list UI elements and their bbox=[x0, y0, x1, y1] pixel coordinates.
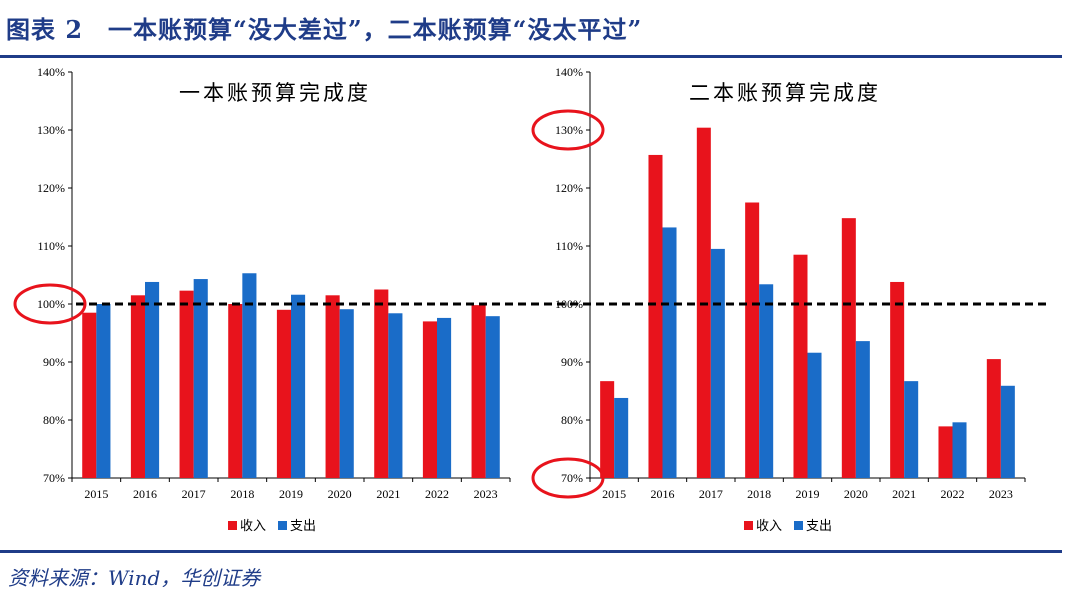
x-tick-label: 2019 bbox=[279, 487, 303, 501]
bar-income-2018 bbox=[228, 304, 243, 478]
x-tick-label: 2018 bbox=[747, 487, 771, 501]
x-tick-label: 2018 bbox=[230, 487, 254, 501]
y-tick-label: 100% bbox=[37, 297, 65, 311]
bar-income-2021 bbox=[374, 289, 389, 478]
legend-swatch-income bbox=[228, 521, 237, 530]
highlight-circle bbox=[13, 283, 87, 325]
x-tick-label: 2022 bbox=[941, 487, 965, 501]
bar-expenditure-2023 bbox=[1000, 385, 1015, 478]
y-tick-label: 90% bbox=[561, 355, 583, 369]
y-tick-label: 140% bbox=[37, 65, 65, 79]
figure-title: 图表 2 一本账预算“没大差过”，二本账预算“没太平过” bbox=[6, 15, 643, 44]
bar-expenditure-2019 bbox=[807, 352, 822, 478]
y-tick-label: 80% bbox=[561, 413, 583, 427]
x-tick-label: 2022 bbox=[425, 487, 449, 501]
x-tick-label: 2020 bbox=[844, 487, 868, 501]
bar-expenditure-2020 bbox=[339, 309, 354, 478]
y-tick-label: 120% bbox=[37, 181, 65, 195]
x-tick-label: 2015 bbox=[602, 487, 626, 501]
legend-swatch-income bbox=[744, 521, 753, 530]
legend-label-expenditure: 支出 bbox=[806, 519, 832, 534]
chart-general-budget: 70% 80% 90% 100% 110% 120% 130% 140% 2015 2016 201… bbox=[37, 65, 511, 534]
bar-expenditure-2018 bbox=[759, 284, 774, 478]
legend-label-income: 收入 bbox=[240, 519, 266, 534]
bar-expenditure-2015 bbox=[614, 397, 629, 478]
x-tick-label: 2023 bbox=[474, 487, 498, 501]
chart-overlay bbox=[13, 109, 1046, 499]
y-tick-label: 140% bbox=[555, 65, 583, 79]
bar-expenditure-2021 bbox=[388, 313, 403, 478]
y-tick-label: 80% bbox=[43, 413, 65, 427]
highlight-circle bbox=[531, 457, 605, 499]
x-tick-label: 2019 bbox=[796, 487, 820, 501]
bar-income-2023 bbox=[986, 359, 1001, 478]
x-tick-label: 2023 bbox=[989, 487, 1013, 501]
y-tick-label: 130% bbox=[37, 123, 65, 137]
bar-income-2015 bbox=[82, 312, 97, 478]
bar-income-2020 bbox=[841, 218, 856, 478]
bar-expenditure-2019 bbox=[291, 294, 306, 478]
legend-swatch-expenditure bbox=[278, 521, 287, 530]
bar-expenditure-2018 bbox=[242, 273, 257, 478]
bar-expenditure-2022 bbox=[437, 317, 452, 478]
y-tick-label: 90% bbox=[43, 355, 65, 369]
x-tick-label: 2021 bbox=[892, 487, 916, 501]
bar-income-2019 bbox=[276, 309, 291, 478]
highlight-circle bbox=[531, 109, 605, 151]
y-tick-label: 120% bbox=[555, 181, 583, 195]
bar-expenditure-2016 bbox=[145, 281, 160, 478]
x-tick-label: 2020 bbox=[328, 487, 352, 501]
y-tick-label: 70% bbox=[561, 471, 583, 485]
bar-expenditure-2021 bbox=[904, 381, 919, 478]
legend-label-income: 收入 bbox=[756, 519, 782, 534]
bar-expenditure-2017 bbox=[193, 279, 208, 478]
x-tick-label: 2021 bbox=[376, 487, 400, 501]
source-note: 资料来源：Wind，华创证券 bbox=[8, 566, 261, 590]
chart-fund-budget: 70% 80% 90% 100% 110% 120% 130% 140% 2015 2016 201… bbox=[555, 65, 1026, 534]
bar-income-2021 bbox=[890, 281, 905, 478]
x-tick-label: 2016 bbox=[651, 487, 675, 501]
bar-income-2016 bbox=[130, 295, 145, 478]
legend-swatch-expenditure bbox=[794, 521, 803, 530]
bar-expenditure-2020 bbox=[855, 341, 870, 478]
y-tick-label: 130% bbox=[555, 123, 583, 137]
x-tick-label: 2015 bbox=[84, 487, 108, 501]
bottom-divider bbox=[0, 550, 1062, 553]
bar-expenditure-2022 bbox=[952, 422, 967, 478]
y-tick-label: 70% bbox=[43, 471, 65, 485]
bar-income-2022 bbox=[938, 426, 953, 478]
bar-expenditure-2016 bbox=[662, 227, 677, 478]
bar-income-2018 bbox=[745, 202, 760, 478]
bar-income-2022 bbox=[422, 321, 437, 478]
y-tick-label: 110% bbox=[555, 239, 583, 253]
bar-income-2019 bbox=[793, 254, 808, 478]
bar-income-2023 bbox=[471, 305, 486, 478]
legend-label-expenditure: 支出 bbox=[290, 519, 316, 534]
bar-expenditure-2023 bbox=[485, 316, 500, 478]
chart-title: 二本账预算完成度 bbox=[689, 81, 881, 105]
x-tick-label: 2017 bbox=[182, 487, 206, 501]
bar-expenditure-2015 bbox=[96, 304, 111, 478]
bar-income-2020 bbox=[325, 295, 340, 478]
x-tick-label: 2017 bbox=[699, 487, 723, 501]
bar-income-2015 bbox=[600, 381, 615, 478]
chart-title: 一本账预算完成度 bbox=[179, 81, 371, 105]
bar-income-2017 bbox=[179, 290, 194, 478]
y-tick-label: 110% bbox=[37, 239, 65, 253]
y-tick-label: 100% bbox=[555, 297, 583, 311]
top-divider bbox=[0, 55, 1062, 58]
x-tick-label: 2016 bbox=[133, 487, 157, 501]
bar-income-2016 bbox=[648, 154, 663, 478]
bar-expenditure-2017 bbox=[710, 248, 725, 478]
